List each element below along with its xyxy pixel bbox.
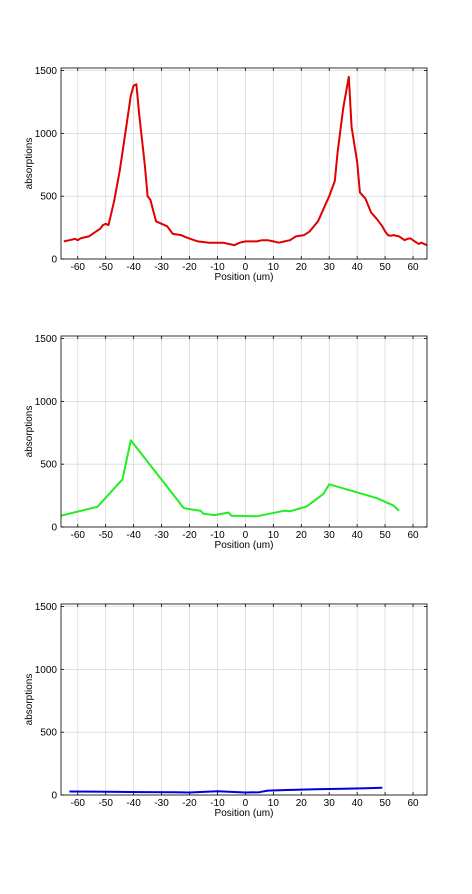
x-axis-title: Position (um)	[215, 808, 274, 819]
x-tick-label: 20	[296, 262, 308, 273]
y-axis-title: absorptions	[24, 138, 35, 190]
x-tick-label: 50	[380, 262, 392, 273]
x-tick-label: -60	[71, 530, 86, 541]
x-tick-label: 0	[243, 530, 249, 541]
y-tick-label: 1000	[35, 665, 58, 676]
y-tick-label: 500	[40, 192, 57, 203]
x-tick-label: 10	[268, 262, 280, 273]
x-tick-label: -30	[154, 262, 169, 273]
x-tick-label: -50	[98, 262, 113, 273]
x-tick-label: -30	[154, 530, 169, 541]
y-axis-title: absorptions	[24, 674, 35, 726]
x-tick-label: 0	[243, 262, 249, 273]
chart-panel-3: -60 -50 -40 -30 -20 -10 0 10 20 30 40 50 60 0 500 1000 1…	[24, 602, 428, 819]
chart-panel-2: -60 -50 -40 -30 -20 -10 0 10 20 30 40 50 60 0 500 1000 1…	[24, 334, 428, 551]
series-line-1	[63, 75, 427, 247]
x-tick-label: -20	[182, 798, 197, 809]
x-tick-label: 40	[352, 530, 364, 541]
y-tick-label: 500	[40, 728, 57, 739]
x-tick-label: 60	[407, 262, 419, 273]
x-tick-label: -20	[182, 530, 197, 541]
plot-frame	[60, 603, 428, 796]
x-tick-label: -20	[182, 262, 197, 273]
series-line-1	[69, 786, 383, 794]
x-tick-label: 50	[380, 530, 392, 541]
y-tick-label: 0	[51, 255, 57, 266]
y-tick-label: 1500	[35, 602, 58, 613]
x-tick-label: -10	[210, 530, 225, 541]
x-tick-label: -60	[71, 798, 86, 809]
y-tick-label: 1500	[35, 66, 58, 77]
x-tick-label: -50	[98, 530, 113, 541]
plot-frame	[60, 67, 428, 260]
x-tick-label: 30	[324, 798, 336, 809]
x-tick-label: -10	[210, 798, 225, 809]
x-tick-label: 10	[268, 530, 280, 541]
x-tick-label: 40	[352, 262, 364, 273]
plot-frame	[60, 335, 428, 528]
y-axis-title: absorptions	[24, 406, 35, 458]
x-tick-label: 10	[268, 798, 280, 809]
y-tick-label: 1000	[35, 397, 58, 408]
x-tick-label: 60	[407, 798, 419, 809]
x-tick-label: -10	[210, 262, 225, 273]
y-tick-label: 1000	[35, 129, 58, 140]
x-tick-label: 50	[380, 798, 392, 809]
x-tick-label: 30	[324, 262, 336, 273]
x-tick-label: -30	[154, 798, 169, 809]
y-tick-label: 500	[40, 460, 57, 471]
x-axis-title: Position (um)	[215, 272, 274, 283]
x-tick-label: 0	[243, 798, 249, 809]
x-tick-label: 30	[324, 530, 336, 541]
x-tick-label: -40	[126, 798, 141, 809]
x-tick-label: 40	[352, 798, 364, 809]
x-axis-title: Position (um)	[215, 540, 274, 551]
x-tick-label: -50	[98, 798, 113, 809]
x-tick-label: 60	[407, 530, 419, 541]
y-tick-label: 0	[51, 791, 57, 802]
x-tick-label: 20	[296, 530, 308, 541]
chart-panel-1: -60 -50 -40 -30 -20 -10 0 10 20 30 40 50 60 0 500 1000 1…	[24, 66, 428, 283]
y-tick-label: 1500	[35, 334, 58, 345]
x-tick-label: 20	[296, 798, 308, 809]
y-tick-label: 0	[51, 523, 57, 534]
x-tick-label: -40	[126, 262, 141, 273]
x-tick-label: -60	[71, 262, 86, 273]
x-tick-label: -40	[126, 530, 141, 541]
series-line-1	[61, 439, 400, 518]
